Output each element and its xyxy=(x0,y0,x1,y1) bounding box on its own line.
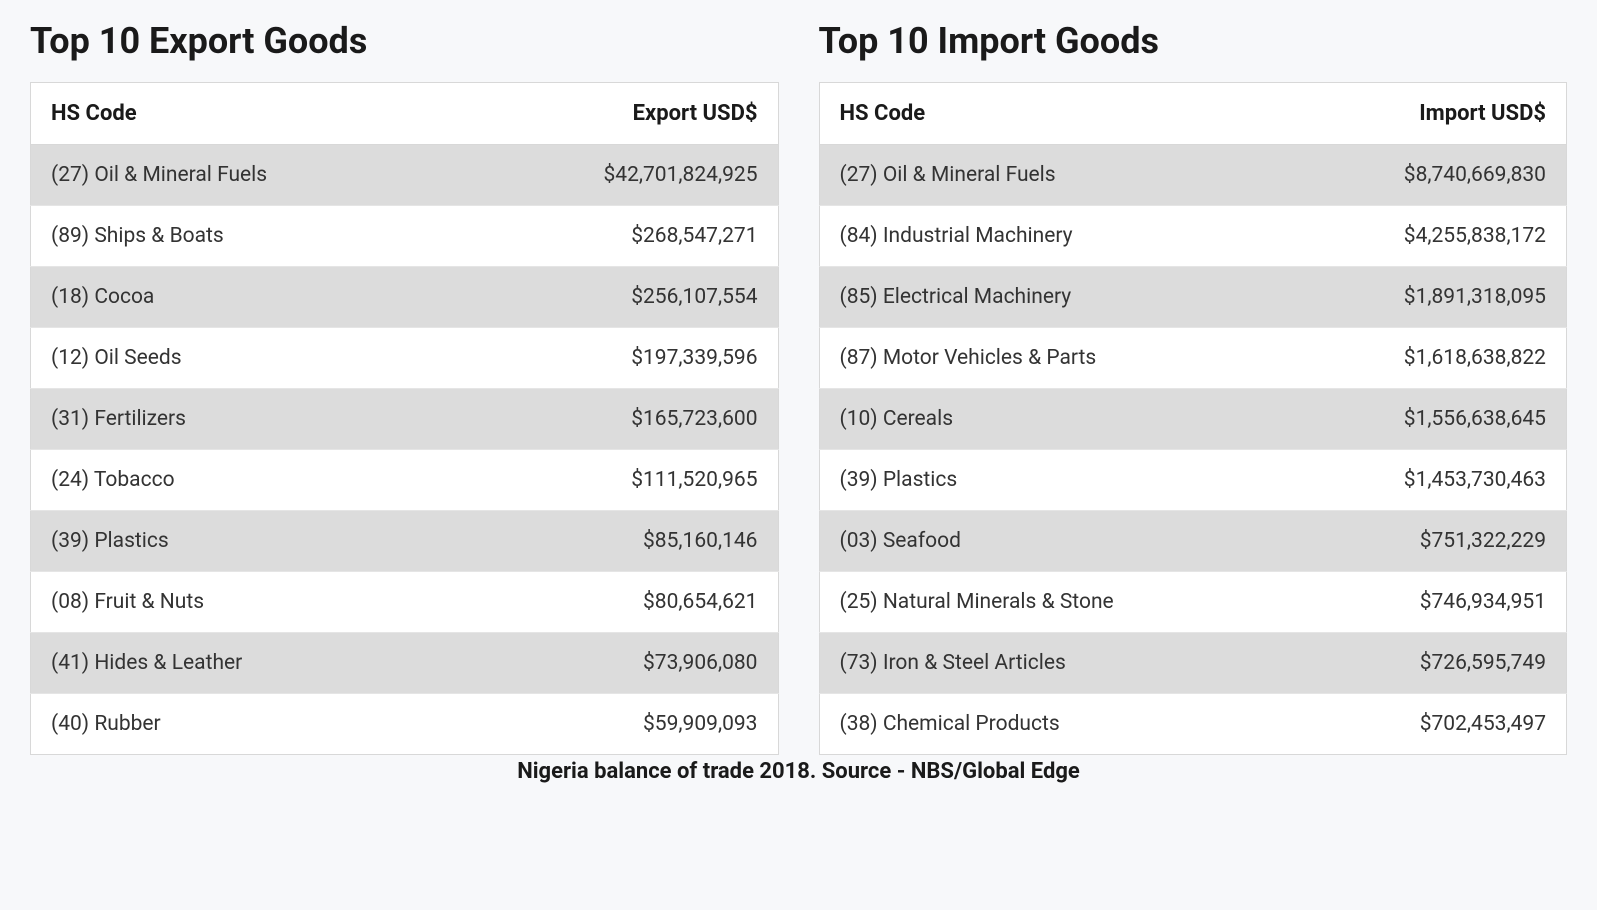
import-table: HS Code Import USD$ (27) Oil & Mineral F… xyxy=(819,82,1568,755)
import-cell-hscode: (27) Oil & Mineral Fuels xyxy=(819,145,1292,206)
import-header-value: Import USD$ xyxy=(1292,83,1567,145)
export-cell-value: $73,906,080 xyxy=(456,633,778,694)
export-row: (12) Oil Seeds$197,339,596 xyxy=(31,328,779,389)
export-row: (40) Rubber$59,909,093 xyxy=(31,694,779,755)
import-row: (84) Industrial Machinery$4,255,838,172 xyxy=(819,206,1567,267)
export-cell-value: $80,654,621 xyxy=(456,572,778,633)
import-cell-hscode: (03) Seafood xyxy=(819,511,1292,572)
import-cell-hscode: (84) Industrial Machinery xyxy=(819,206,1292,267)
import-row: (10) Cereals$1,556,638,645 xyxy=(819,389,1567,450)
import-row: (38) Chemical Products$702,453,497 xyxy=(819,694,1567,755)
import-cell-hscode: (87) Motor Vehicles & Parts xyxy=(819,328,1292,389)
import-row: (39) Plastics$1,453,730,463 xyxy=(819,450,1567,511)
export-table: HS Code Export USD$ (27) Oil & Mineral F… xyxy=(30,82,779,755)
import-row: (87) Motor Vehicles & Parts$1,618,638,82… xyxy=(819,328,1567,389)
tables-container: Top 10 Export Goods HS Code Export USD$ … xyxy=(30,20,1567,755)
export-row: (39) Plastics$85,160,146 xyxy=(31,511,779,572)
export-row: (18) Cocoa$256,107,554 xyxy=(31,267,779,328)
export-row: (08) Fruit & Nuts$80,654,621 xyxy=(31,572,779,633)
export-cell-hscode: (18) Cocoa xyxy=(31,267,456,328)
export-title: Top 10 Export Goods xyxy=(30,20,779,62)
export-cell-value: $256,107,554 xyxy=(456,267,778,328)
export-cell-value: $165,723,600 xyxy=(456,389,778,450)
export-row: (27) Oil & Mineral Fuels$42,701,824,925 xyxy=(31,145,779,206)
import-header-hscode: HS Code xyxy=(819,83,1292,145)
import-cell-value: $1,891,318,095 xyxy=(1292,267,1567,328)
export-cell-hscode: (24) Tobacco xyxy=(31,450,456,511)
export-cell-hscode: (89) Ships & Boats xyxy=(31,206,456,267)
export-cell-value: $85,160,146 xyxy=(456,511,778,572)
export-cell-value: $111,520,965 xyxy=(456,450,778,511)
import-cell-value: $726,595,749 xyxy=(1292,633,1567,694)
import-cell-value: $751,322,229 xyxy=(1292,511,1567,572)
export-header-row: HS Code Export USD$ xyxy=(31,83,779,145)
export-header-hscode: HS Code xyxy=(31,83,456,145)
import-cell-value: $702,453,497 xyxy=(1292,694,1567,755)
import-cell-hscode: (25) Natural Minerals & Stone xyxy=(819,572,1292,633)
import-title: Top 10 Import Goods xyxy=(819,20,1568,62)
import-cell-value: $8,740,669,830 xyxy=(1292,145,1567,206)
export-tbody: (27) Oil & Mineral Fuels$42,701,824,925(… xyxy=(31,145,779,755)
import-row: (27) Oil & Mineral Fuels$8,740,669,830 xyxy=(819,145,1567,206)
import-panel: Top 10 Import Goods HS Code Import USD$ … xyxy=(819,20,1568,755)
import-row: (25) Natural Minerals & Stone$746,934,95… xyxy=(819,572,1567,633)
export-cell-hscode: (40) Rubber xyxy=(31,694,456,755)
import-cell-hscode: (73) Iron & Steel Articles xyxy=(819,633,1292,694)
import-cell-hscode: (10) Cereals xyxy=(819,389,1292,450)
import-cell-hscode: (38) Chemical Products xyxy=(819,694,1292,755)
export-row: (89) Ships & Boats$268,547,271 xyxy=(31,206,779,267)
caption: Nigeria balance of trade 2018. Source - … xyxy=(30,759,1567,784)
export-header-value: Export USD$ xyxy=(456,83,778,145)
export-cell-value: $197,339,596 xyxy=(456,328,778,389)
import-cell-value: $746,934,951 xyxy=(1292,572,1567,633)
export-cell-hscode: (27) Oil & Mineral Fuels xyxy=(31,145,456,206)
import-cell-value: $1,556,638,645 xyxy=(1292,389,1567,450)
export-cell-hscode: (39) Plastics xyxy=(31,511,456,572)
import-cell-hscode: (39) Plastics xyxy=(819,450,1292,511)
import-row: (03) Seafood$751,322,229 xyxy=(819,511,1567,572)
import-cell-hscode: (85) Electrical Machinery xyxy=(819,267,1292,328)
export-cell-value: $268,547,271 xyxy=(456,206,778,267)
export-row: (41) Hides & Leather$73,906,080 xyxy=(31,633,779,694)
export-row: (24) Tobacco$111,520,965 xyxy=(31,450,779,511)
export-cell-value: $42,701,824,925 xyxy=(456,145,778,206)
export-panel: Top 10 Export Goods HS Code Export USD$ … xyxy=(30,20,779,755)
import-header-row: HS Code Import USD$ xyxy=(819,83,1567,145)
import-row: (85) Electrical Machinery$1,891,318,095 xyxy=(819,267,1567,328)
import-cell-value: $1,618,638,822 xyxy=(1292,328,1567,389)
export-cell-hscode: (08) Fruit & Nuts xyxy=(31,572,456,633)
import-row: (73) Iron & Steel Articles$726,595,749 xyxy=(819,633,1567,694)
export-cell-hscode: (41) Hides & Leather xyxy=(31,633,456,694)
export-cell-hscode: (31) Fertilizers xyxy=(31,389,456,450)
export-cell-hscode: (12) Oil Seeds xyxy=(31,328,456,389)
import-tbody: (27) Oil & Mineral Fuels$8,740,669,830(8… xyxy=(819,145,1567,755)
export-row: (31) Fertilizers$165,723,600 xyxy=(31,389,779,450)
import-cell-value: $1,453,730,463 xyxy=(1292,450,1567,511)
export-cell-value: $59,909,093 xyxy=(456,694,778,755)
import-cell-value: $4,255,838,172 xyxy=(1292,206,1567,267)
